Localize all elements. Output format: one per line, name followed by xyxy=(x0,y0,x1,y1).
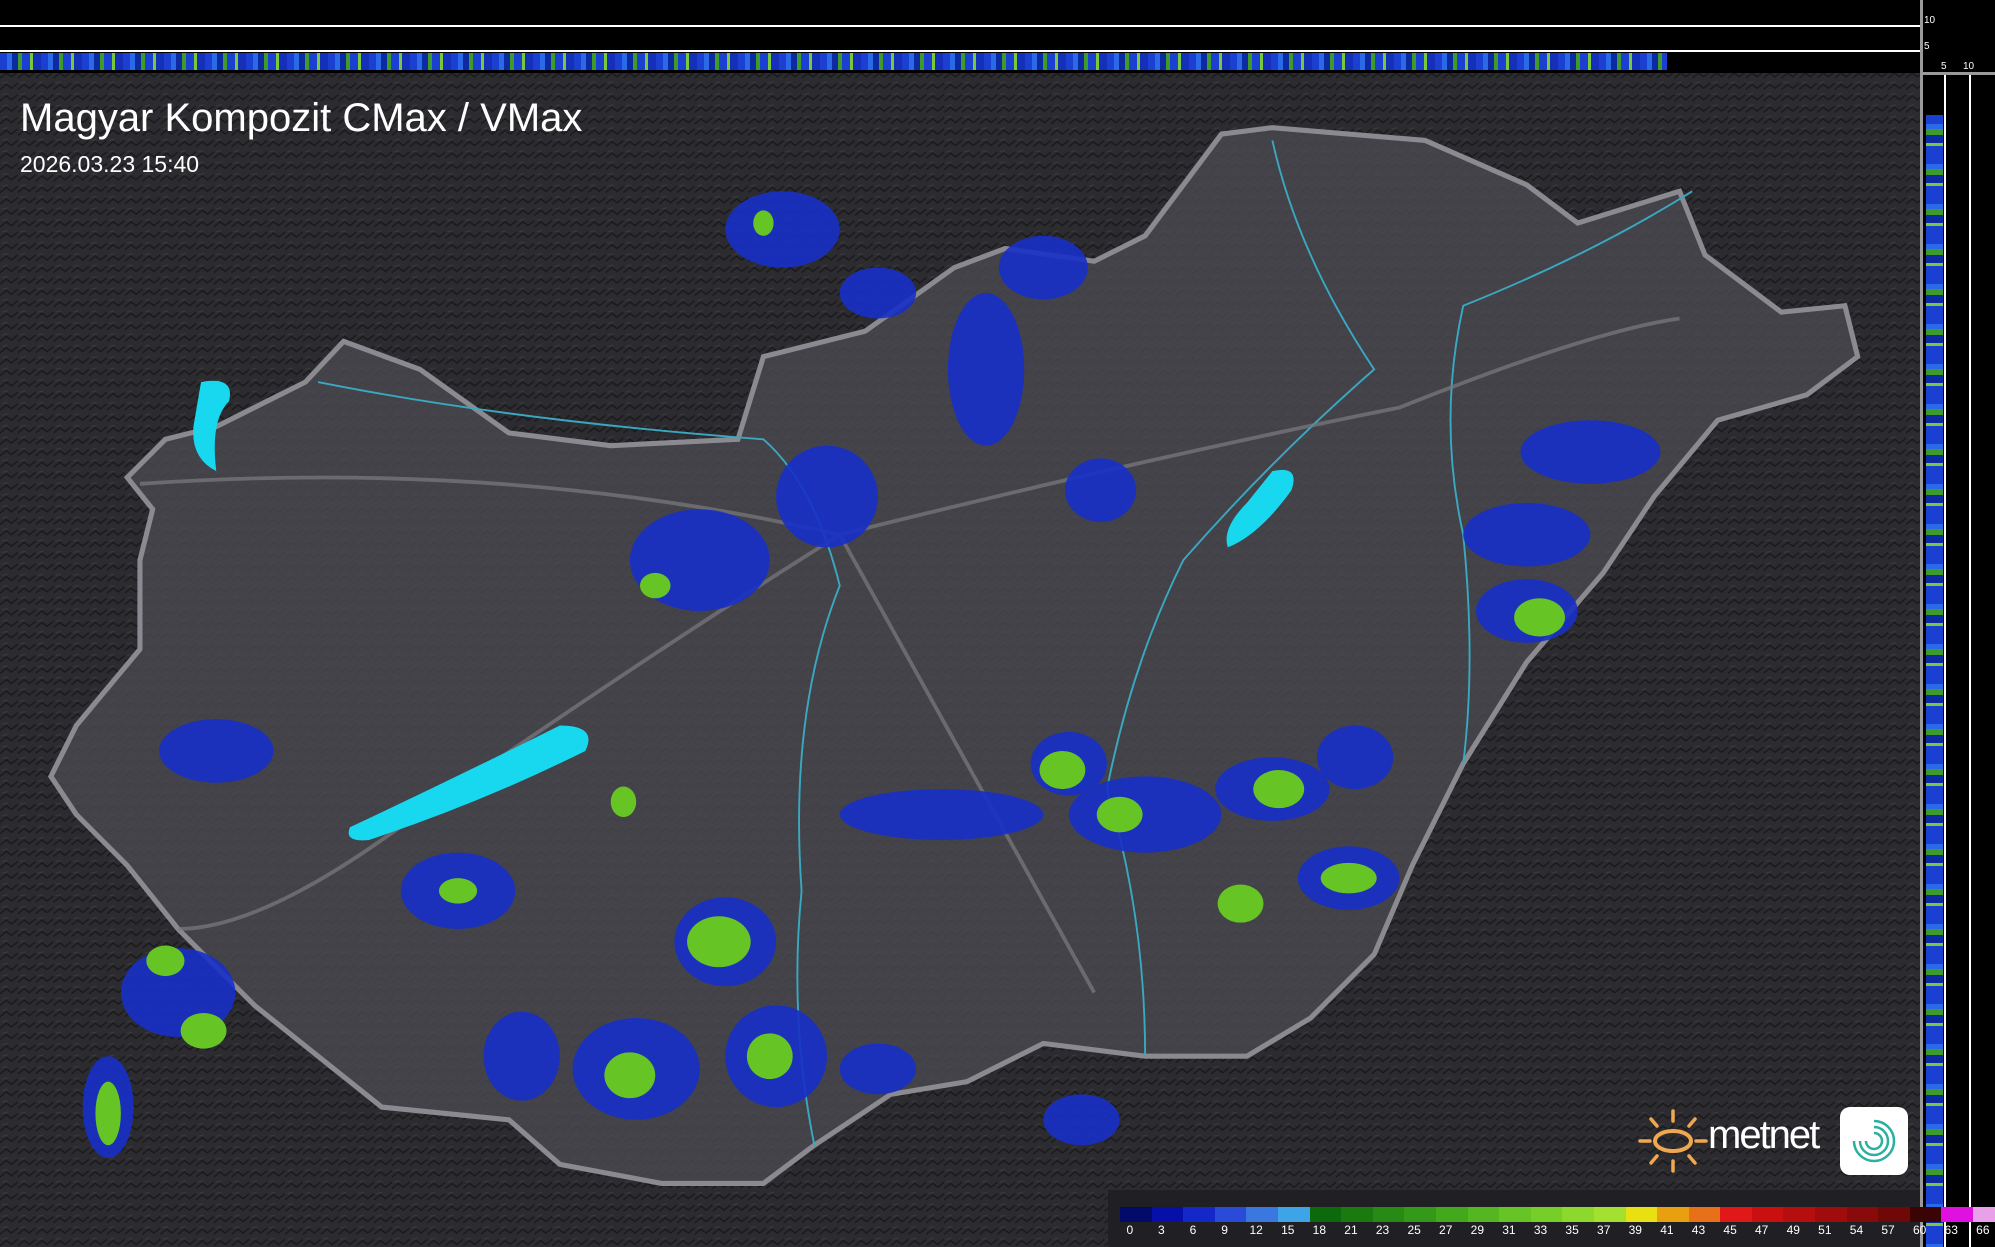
legend-swatch xyxy=(1783,1207,1816,1222)
sun-icon xyxy=(1638,1109,1708,1173)
profile-radar-strip-top xyxy=(0,53,1667,70)
legend-label: 39 xyxy=(1628,1223,1642,1237)
legend-label: 54 xyxy=(1849,1223,1864,1237)
legend-swatch xyxy=(1151,1207,1184,1222)
legend-swatch xyxy=(1341,1207,1373,1222)
legend-label: 41 xyxy=(1660,1223,1674,1237)
profile-gridline xyxy=(0,50,1920,52)
legend-label: 29 xyxy=(1470,1223,1484,1237)
legend-label: 37 xyxy=(1597,1223,1611,1237)
legend-label: 45 xyxy=(1723,1223,1737,1237)
vertical-profile-top xyxy=(0,0,1920,73)
legend-swatch xyxy=(1120,1207,1152,1222)
legend-color-bar xyxy=(1120,1207,1995,1222)
lake-tisza xyxy=(1226,469,1294,548)
legend-swatch xyxy=(1593,1207,1626,1222)
legend-label: 25 xyxy=(1407,1223,1421,1237)
legend-label: 21 xyxy=(1344,1223,1358,1237)
tick-label: 10 xyxy=(1924,15,1936,26)
color-legend: 0 3 6 9 12 15 18 21 23 25 27 29 31 33 35 37 39 41 43 45 47 49… xyxy=(1108,1190,1995,1247)
lake-balaton xyxy=(348,725,589,841)
tick-label: 5 xyxy=(1924,41,1930,52)
legend-swatch xyxy=(1625,1207,1658,1222)
legend-swatch xyxy=(1751,1207,1784,1222)
legend-swatch xyxy=(1435,1207,1468,1222)
legend-swatch xyxy=(1404,1207,1436,1222)
legend-swatch xyxy=(1973,1207,1995,1222)
profile-radar-strip-right xyxy=(1926,115,1943,1247)
legend-labels: 0 3 6 9 12 15 18 21 23 25 27 29 31 33 35 37 39 41 43 45 47 49… xyxy=(1114,1223,1995,1237)
hungary-border xyxy=(47,125,1861,1186)
legend-label: 51 xyxy=(1818,1223,1832,1237)
tick-label: 10 xyxy=(1963,61,1975,72)
legend-label: 3 xyxy=(1158,1223,1165,1237)
radar-map[interactable] xyxy=(0,73,1920,1247)
legend-label: 60 xyxy=(1912,1223,1927,1237)
profile-divider xyxy=(1920,72,1995,75)
legend-label: 9 xyxy=(1221,1223,1228,1237)
legend-label: 43 xyxy=(1691,1223,1706,1237)
tick-label: 5 xyxy=(1941,61,1947,72)
legend-swatch xyxy=(1657,1207,1689,1222)
legend-label: 18 xyxy=(1312,1223,1327,1237)
legend-swatch xyxy=(1309,1207,1342,1222)
profile-gridline xyxy=(0,25,1920,27)
legend-swatch xyxy=(1688,1207,1721,1222)
legend-swatch xyxy=(1530,1207,1563,1222)
map-title: Magyar Kompozit CMax / VMax xyxy=(20,96,583,140)
lake-neusiedl xyxy=(193,380,231,472)
legend-swatch xyxy=(1941,1207,1974,1222)
legend-swatch xyxy=(1214,1207,1247,1222)
legend-label: 12 xyxy=(1249,1223,1263,1237)
brand-name: metnet xyxy=(1708,1113,1820,1157)
legend-swatch xyxy=(1720,1207,1752,1222)
metnet-logo: metnet xyxy=(1638,1105,1918,1177)
legend-label: 0 xyxy=(1126,1223,1134,1237)
legend-swatch xyxy=(1499,1207,1531,1222)
legend-swatch xyxy=(1909,1207,1942,1222)
legend-swatch xyxy=(1846,1207,1879,1222)
legend-label: 31 xyxy=(1502,1223,1516,1237)
legend-label: 63 xyxy=(1944,1223,1958,1237)
legend-swatch xyxy=(1183,1207,1215,1222)
map-timestamp: 2026.03.23 15:40 xyxy=(20,151,200,177)
legend-label: 33 xyxy=(1533,1223,1548,1237)
legend-swatch xyxy=(1372,1207,1405,1222)
legend-swatch xyxy=(1562,1207,1594,1222)
legend-label: 35 xyxy=(1565,1223,1579,1237)
legend-label: 49 xyxy=(1786,1223,1800,1237)
metnet-app-icon xyxy=(1840,1107,1908,1175)
legend-swatch xyxy=(1815,1207,1847,1222)
legend-label: 66 xyxy=(1976,1223,1990,1237)
legend-label: 6 xyxy=(1189,1223,1197,1237)
legend-swatch xyxy=(1277,1207,1310,1222)
legend-label: 47 xyxy=(1754,1223,1769,1237)
rivers xyxy=(317,140,1693,1146)
legend-label: 57 xyxy=(1881,1223,1895,1237)
profile-gridline xyxy=(1944,75,1946,1247)
legend-label: 23 xyxy=(1375,1223,1390,1237)
legend-swatch xyxy=(1467,1207,1500,1222)
legend-label: 27 xyxy=(1439,1223,1453,1237)
radar-echoes xyxy=(82,191,1661,1158)
profile-gridline xyxy=(1969,75,1971,1247)
legend-swatch xyxy=(1878,1207,1910,1222)
legend-swatch xyxy=(1246,1207,1278,1222)
legend-label: 15 xyxy=(1281,1223,1295,1237)
